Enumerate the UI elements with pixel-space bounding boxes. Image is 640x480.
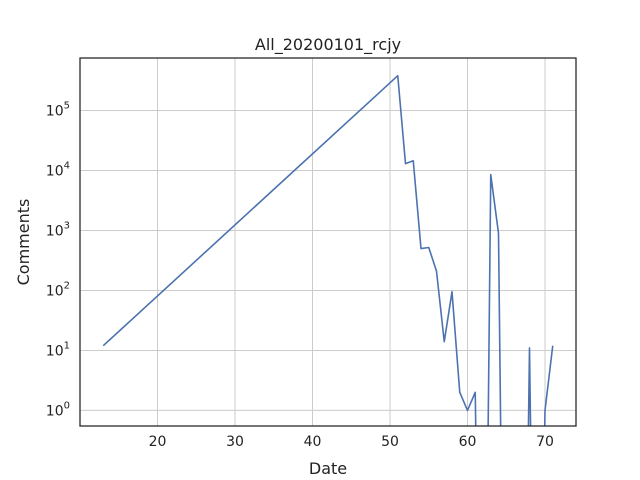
x-tick-label: 60 <box>459 434 477 450</box>
x-tick-label: 30 <box>226 434 244 450</box>
x-tick-label: 40 <box>304 434 322 450</box>
y-tick-label: 100 <box>46 400 70 419</box>
grid-layer <box>80 58 576 426</box>
series-line <box>102 74 554 426</box>
x-tick-labels: 20 30 40 50 60 70 <box>149 434 554 450</box>
series-layer <box>102 74 554 426</box>
x-tick-label: 50 <box>381 434 399 450</box>
y-tick-label: 103 <box>46 220 70 239</box>
y-tick-label: 105 <box>46 100 70 119</box>
plot-frame <box>79 57 577 427</box>
y-tick-label: 102 <box>46 280 70 299</box>
chart-title: All_20200101_rcjy <box>255 35 401 55</box>
y-axis-label: Comments <box>14 199 33 286</box>
x-axis-label: Date <box>309 459 347 478</box>
x-tick-label: 70 <box>536 434 554 450</box>
x-tick-label: 20 <box>149 434 167 450</box>
y-tick-label: 104 <box>46 160 70 179</box>
y-tick-label: 101 <box>46 340 70 359</box>
y-tick-labels: 100 101 102 103 104 105 <box>46 100 70 419</box>
